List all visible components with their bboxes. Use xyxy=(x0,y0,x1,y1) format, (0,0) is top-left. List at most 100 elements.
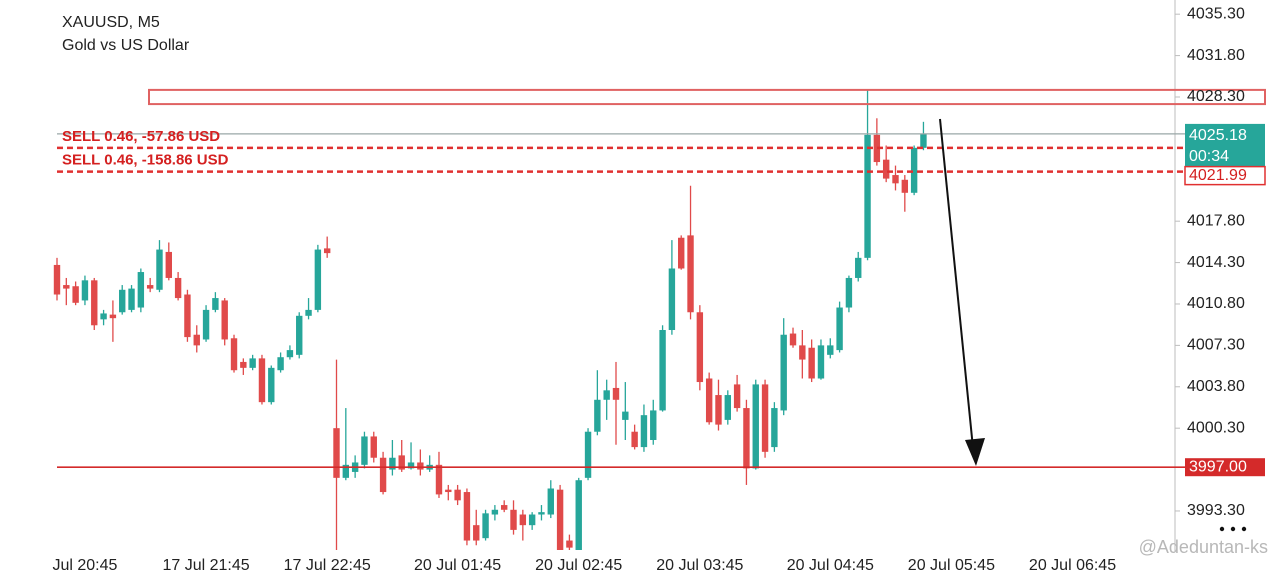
candle-body xyxy=(193,334,200,346)
y-tick-label: 3993.30 xyxy=(1187,502,1245,519)
candle-body xyxy=(268,367,275,403)
candle-body xyxy=(417,462,424,470)
candle-body xyxy=(789,333,797,346)
candle-body xyxy=(398,455,405,470)
candle-body xyxy=(538,512,545,515)
target-price-label: 3997.00 xyxy=(1189,458,1247,475)
candle-body xyxy=(650,410,657,440)
plot-area xyxy=(53,89,927,550)
x-tick-label: 20 Jul 02:45 xyxy=(535,557,622,574)
candle-body xyxy=(855,257,862,278)
candle-body xyxy=(752,384,759,469)
dot xyxy=(1219,526,1225,532)
dot xyxy=(1241,526,1247,532)
candle-body xyxy=(361,436,368,465)
candle-body xyxy=(528,514,536,526)
candle-body xyxy=(91,280,98,326)
candle-body xyxy=(174,277,182,299)
y-tick-label: 4035.30 xyxy=(1187,5,1245,22)
x-tick-label: 20 Jul 06:45 xyxy=(1029,557,1116,574)
x-tick-label: 20 Jul 05:45 xyxy=(908,557,995,574)
candle-body xyxy=(463,492,471,541)
candle-body xyxy=(547,488,554,515)
menu-dots[interactable] xyxy=(1219,526,1247,532)
dot xyxy=(1230,526,1236,532)
candle-body xyxy=(687,235,694,313)
y-tick-label: 4031.80 xyxy=(1187,47,1245,64)
candle-body xyxy=(305,309,312,316)
order-price-tag xyxy=(1184,165,1266,186)
candle-body xyxy=(743,408,750,469)
candle-body xyxy=(864,134,871,258)
candle-body xyxy=(705,378,713,423)
y-tick-label: 4000.30 xyxy=(1187,419,1245,436)
candle-body xyxy=(435,464,443,495)
candle-body xyxy=(910,147,918,193)
candle-body xyxy=(249,358,256,368)
y-tick-label: 4028.30 xyxy=(1187,88,1245,105)
y-tick-label: 4017.80 xyxy=(1187,212,1245,229)
candle-body xyxy=(808,347,815,379)
candle-body xyxy=(296,315,303,355)
candle-body xyxy=(137,272,145,308)
candle-body xyxy=(501,505,508,510)
candle-body xyxy=(892,175,899,184)
candle-body xyxy=(286,350,294,358)
candle-body xyxy=(510,509,517,530)
x-tick-label: 20 Jul 04:45 xyxy=(787,557,874,574)
current-price-tag xyxy=(1185,123,1265,168)
order-label: SELL 0.46, -57.86 USD xyxy=(62,128,220,145)
candle-body xyxy=(482,513,489,539)
candle-body xyxy=(445,489,452,493)
candle-body xyxy=(519,514,527,526)
current-price-label: 4025.18 xyxy=(1189,127,1247,144)
candle-body xyxy=(920,133,927,148)
candle-body xyxy=(333,428,340,478)
candle-body xyxy=(109,314,117,319)
candle-body xyxy=(836,307,843,351)
candle-body xyxy=(156,249,163,290)
candle-body xyxy=(845,277,853,308)
candle-body xyxy=(678,237,685,269)
candle-body xyxy=(370,436,377,458)
target-price-tag xyxy=(1185,458,1265,477)
candle-body xyxy=(314,249,322,310)
candle-body xyxy=(882,159,890,179)
candle-body xyxy=(53,264,61,295)
candle-body xyxy=(277,357,284,371)
x-tick-label: Jul 20:45 xyxy=(52,557,117,574)
candle-body xyxy=(146,285,154,289)
y-tick-label: 4014.30 xyxy=(1187,254,1245,271)
overlay: SELL 0.46, -57.86 USD SELL 0.46, -158.86 … xyxy=(57,88,1266,469)
candle-body xyxy=(202,309,210,340)
x-tick-label: 20 Jul 01:45 xyxy=(414,557,501,574)
candle-body xyxy=(165,251,172,278)
candle-body xyxy=(622,411,629,420)
order-label: SELL 0.46, -158.86 USD xyxy=(62,152,229,169)
candle-body xyxy=(873,134,881,163)
x-tick-label: 20 Jul 03:45 xyxy=(656,557,743,574)
candle-body xyxy=(771,408,778,448)
candle-body xyxy=(817,345,825,379)
candle-body xyxy=(212,298,219,310)
candle-body xyxy=(379,457,387,493)
candle-body xyxy=(761,384,769,452)
candle-body xyxy=(389,457,396,470)
countdown-label: 00:34 xyxy=(1189,148,1229,165)
forecast-arrow xyxy=(939,118,985,466)
candle-body xyxy=(827,345,834,355)
candle-body xyxy=(631,431,638,448)
candle-body xyxy=(659,330,666,411)
chart-title: XAUUSD, M5 xyxy=(62,14,160,31)
arrow-shaft xyxy=(939,118,974,449)
x-tick-label: 17 Jul 21:45 xyxy=(162,557,249,574)
candle-body xyxy=(258,358,266,403)
candle-body xyxy=(715,395,722,425)
candle-body xyxy=(696,312,704,383)
candle-body xyxy=(612,387,620,400)
order-price-label: 4021.99 xyxy=(1189,167,1247,184)
candle-body xyxy=(63,285,70,289)
